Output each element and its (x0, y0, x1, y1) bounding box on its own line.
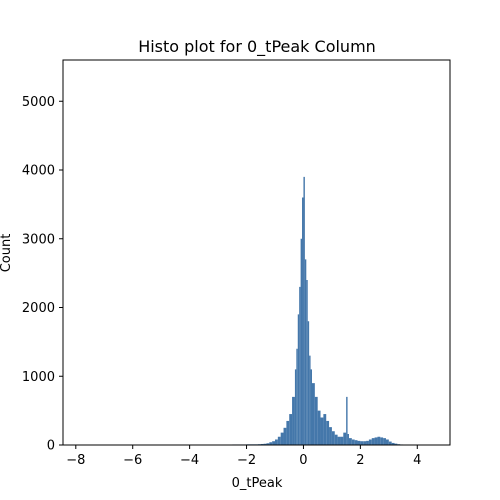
chart-title: Histo plot for 0_tPeak Column (138, 37, 376, 57)
histogram-bar (326, 421, 329, 445)
y-tick-label: 3000 (22, 232, 55, 247)
x-axis-label: 0_tPeak (232, 476, 283, 491)
x-tick-label: −8 (66, 453, 85, 468)
x-tick-label: −4 (180, 453, 199, 468)
y-tick-label: 0 (47, 439, 55, 454)
histogram-bar (343, 433, 346, 445)
histogram-bar (296, 349, 297, 445)
histogram-bar (281, 433, 284, 445)
histogram-bar (377, 437, 380, 445)
histogram-bar (346, 397, 347, 445)
histogram-bar (278, 437, 281, 445)
histogram-bar (348, 434, 349, 445)
histogram-bar (386, 440, 389, 446)
histogram-bar (299, 287, 300, 445)
y-tick-label: 1000 (22, 370, 55, 385)
y-tick-label: 4000 (22, 164, 55, 179)
x-tick-label: −6 (123, 453, 142, 468)
histogram-bar (372, 438, 375, 445)
y-tick-label: 5000 (22, 95, 55, 110)
histogram-bar (301, 239, 302, 445)
y-axis-label: Count (0, 234, 14, 273)
histogram-bar (312, 383, 315, 445)
histogram-bar (369, 440, 372, 446)
histogram-bar (321, 418, 324, 446)
histogram-bar (315, 397, 318, 445)
y-axis-ticks: 0 1000 2000 3000 4000 5000 (22, 95, 63, 454)
histogram-bar (323, 414, 326, 445)
histogram-bar (275, 440, 278, 446)
histogram-bar (335, 435, 338, 445)
y-tick-label: 2000 (22, 301, 55, 316)
x-tick-label: 4 (413, 453, 421, 468)
histogram-bar (380, 437, 383, 445)
histogram-bar (340, 437, 343, 445)
histogram-bar (309, 356, 310, 445)
histogram-bar (375, 437, 378, 445)
histogram-bar (318, 411, 321, 445)
histogram-bar (305, 259, 306, 445)
plot-frame (63, 60, 450, 445)
histogram-bar (286, 421, 289, 445)
x-axis-ticks: −8 −6 −4 −2 0 2 4 (66, 445, 421, 468)
histogram-bar (284, 428, 287, 445)
histogram-bar (329, 427, 332, 445)
histogram-bar (302, 198, 303, 446)
histogram-bar (360, 441, 363, 445)
histogram-bar (298, 314, 299, 445)
histogram-bar (349, 438, 352, 445)
histogram-bar (366, 441, 369, 445)
x-tick-label: −2 (237, 453, 256, 468)
histogram-bar (303, 177, 304, 445)
histogram-bar (332, 431, 335, 445)
histogram-bars (76, 177, 406, 445)
histogram-bar (352, 440, 355, 446)
x-tick-label: 0 (299, 453, 307, 468)
histogram-bar (272, 441, 275, 445)
histogram-bar (383, 438, 386, 445)
histogram-bar (389, 442, 392, 445)
histogram-bar (358, 441, 361, 445)
histogram-bar (338, 437, 341, 445)
histogram-bar (289, 414, 292, 445)
histogram-bar (363, 441, 366, 445)
x-tick-label: 2 (356, 453, 364, 468)
histogram-bar (295, 369, 296, 445)
histogram-bar (355, 440, 358, 445)
histogram-bar (306, 280, 307, 445)
histogram-bar (311, 369, 312, 445)
histogram-bar (292, 397, 295, 445)
histogram-bar (308, 321, 309, 445)
